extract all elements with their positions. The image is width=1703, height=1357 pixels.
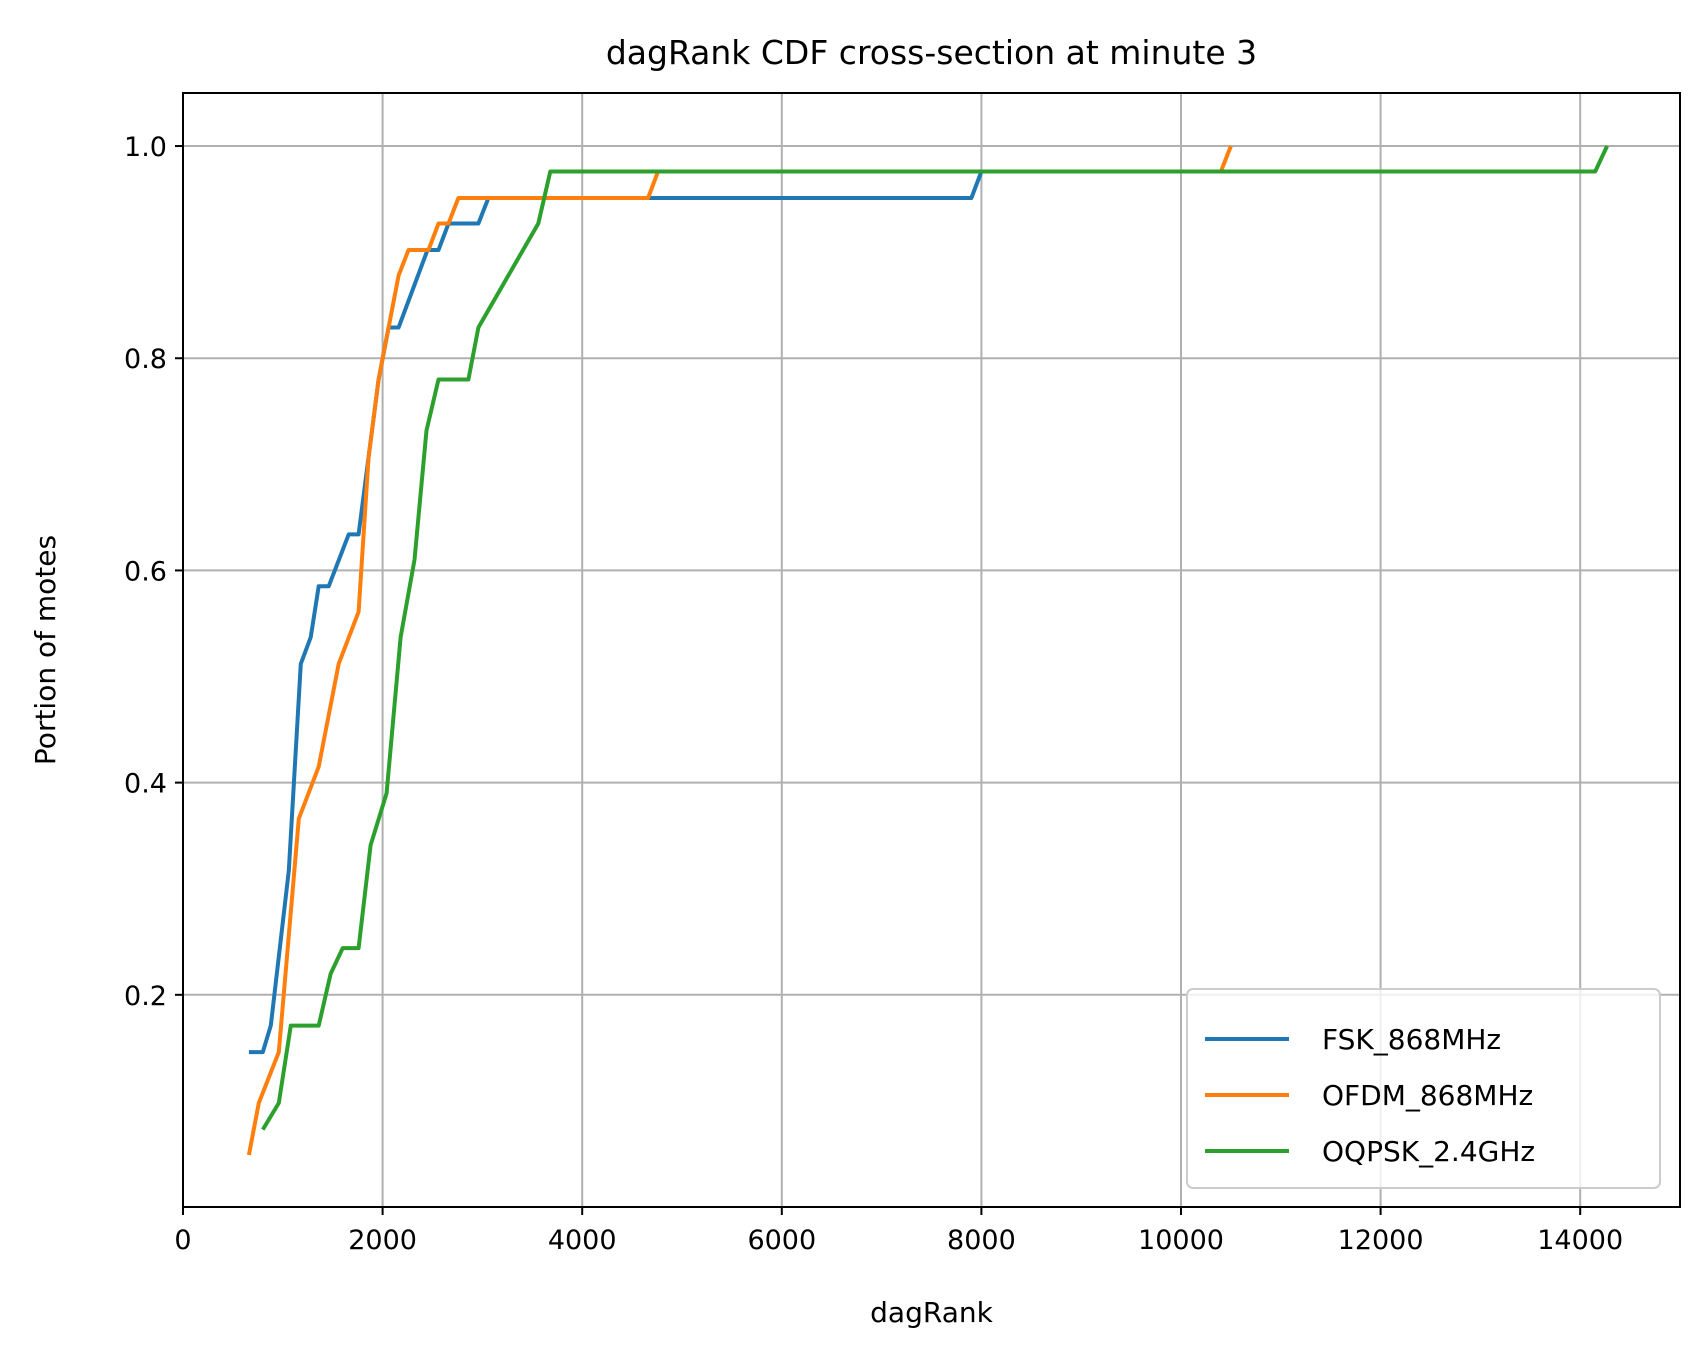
x-tick-label: 6000: [747, 1225, 816, 1256]
series-line: [246, 145, 1233, 1156]
x-tick-label: 2000: [348, 1225, 417, 1256]
x-tick-label: 0: [174, 1225, 191, 1256]
y-tick-label: 0.2: [124, 981, 167, 1012]
legend-label: OFDM_868MHz: [1322, 1079, 1533, 1112]
x-axis-ticks: 0 2000 4000 6000 8000 10000 12000 14000: [174, 1207, 1623, 1256]
x-axis-label: dagRank: [870, 1296, 993, 1329]
y-axis-ticks: 0.2 0.4 0.6 0.8 1.0: [124, 132, 183, 1012]
legend-label: OQPSK_2.4GHz: [1322, 1135, 1535, 1168]
x-tick-label: 12000: [1338, 1225, 1424, 1256]
x-tick-label: 10000: [1138, 1225, 1224, 1256]
x-tick-label: 4000: [548, 1225, 617, 1256]
y-tick-label: 0.6: [124, 556, 167, 587]
legend-box: [1186, 988, 1661, 1189]
x-tick-label: 14000: [1537, 1225, 1623, 1256]
axes-frame: [182, 92, 1681, 1208]
legend: FSK_868MHz OFDM_868MHz OQPSK_2.4GHz: [1186, 988, 1661, 1189]
legend-label: FSK_868MHz: [1322, 1023, 1501, 1056]
y-axis-label: Portion of motes: [29, 535, 62, 765]
chart-title: dagRank CDF cross-section at minute 3: [606, 33, 1257, 72]
y-tick-label: 0.8: [124, 344, 167, 375]
grid-lines: [182, 93, 1680, 1207]
x-tick-label: 8000: [947, 1225, 1016, 1256]
y-tick-label: 0.4: [124, 769, 167, 800]
series-line: [261, 145, 1609, 1131]
series-lines: [246, 145, 1609, 1156]
y-tick-label: 1.0: [124, 132, 167, 163]
